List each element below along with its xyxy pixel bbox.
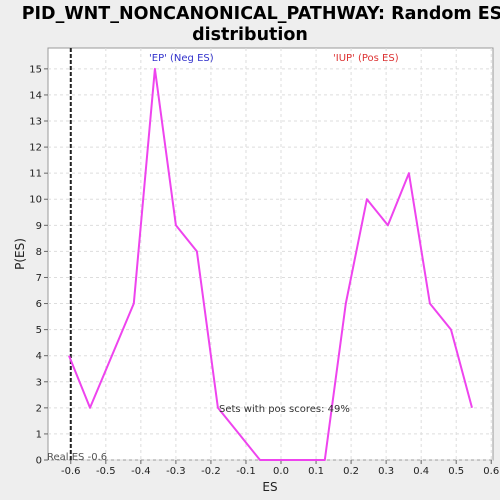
y-axis-label: P(ES)	[13, 238, 27, 270]
y-tick-label: 3	[36, 377, 42, 388]
chart-title-line-1: PID_WNT_NONCANONICAL_PATHWAY: Random ES	[22, 4, 500, 24]
y-tick-label: 9	[36, 221, 42, 232]
y-tick-label: 12	[29, 143, 42, 154]
series-layer	[68, 67, 473, 461]
x-tick-label: 0.0	[273, 466, 289, 477]
x-tick-label: 0.3	[378, 466, 394, 477]
x-tick-label: -0.4	[131, 466, 151, 477]
y-tick-label: 13	[29, 117, 42, 128]
x-axis-ticks: -0.6 -0.5 -0.4 -0.3 -0.2 -0.1 0.0 0.1 0.2 0.3 0.4 0…	[61, 460, 499, 477]
y-tick-label: 1	[36, 429, 42, 440]
x-tick-label: 0.1	[308, 466, 324, 477]
x-tick-label: 0.6	[483, 466, 499, 477]
y-tick-label: 5	[36, 325, 42, 336]
y-tick-label: 11	[29, 169, 42, 180]
x-axis-label: ES	[262, 480, 277, 494]
y-tick-label: 2	[36, 403, 42, 414]
y-tick-label: 0	[36, 456, 42, 467]
y-tick-label: 8	[36, 247, 42, 258]
pos-scores-annotation: Sets with pos scores: 49%	[219, 404, 350, 415]
x-tick-label: -0.5	[96, 466, 116, 477]
pos-es-label: 'IUP' (Pos ES)	[333, 53, 399, 64]
chart-title-line-2: distribution	[192, 25, 308, 45]
neg-es-label: 'EP' (Neg ES)	[149, 53, 214, 64]
x-tick-label: 0.4	[413, 466, 429, 477]
plot-area	[47, 47, 494, 461]
y-tick-label: 6	[36, 299, 42, 310]
x-tick-label: -0.2	[201, 466, 221, 477]
y-tick-label: 15	[29, 64, 42, 75]
x-tick-label: 0.5	[448, 466, 464, 477]
x-tick-label: 0.2	[343, 466, 359, 477]
y-tick-label: 4	[36, 351, 42, 362]
real-es-annotation: Real ES -0.6	[47, 452, 107, 463]
x-tick-label: -0.1	[236, 466, 256, 477]
x-tick-label: -0.6	[61, 466, 81, 477]
y-tick-label: 7	[36, 273, 42, 284]
y-tick-label: 10	[29, 195, 42, 206]
es-distribution-line	[68, 67, 473, 461]
x-tick-label: -0.3	[166, 466, 186, 477]
y-tick-label: 14	[29, 90, 42, 101]
